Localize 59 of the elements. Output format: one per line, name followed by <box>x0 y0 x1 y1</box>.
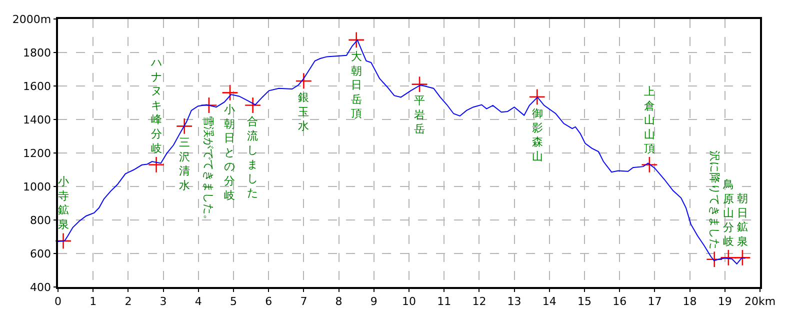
x-tick-label: 11 <box>437 294 452 308</box>
point <box>641 156 658 174</box>
point <box>411 76 428 93</box>
x-tick-label: 17 <box>648 294 662 308</box>
x-tick-label: 10 <box>402 294 416 308</box>
x-tick-label: 13 <box>507 294 522 308</box>
point <box>54 232 72 250</box>
y-tick-label: 600 <box>30 247 52 260</box>
annotation: 鳥原山分岐 <box>722 178 734 248</box>
point <box>734 249 751 266</box>
point <box>720 249 737 266</box>
x-tick-label: 2 <box>124 294 132 308</box>
x-tick-label: 1 <box>90 294 97 308</box>
annotation: 三沢清水 <box>179 136 190 192</box>
point <box>200 96 218 114</box>
annotation: 小朝日との分岐 <box>224 103 235 202</box>
annotation: 御影森山 <box>532 107 543 163</box>
annotation: 沢に降りてきました <box>708 150 722 250</box>
y-tick-label: 1200 <box>23 146 52 160</box>
y-tick-label: 1000 <box>23 180 52 194</box>
annotation: ハナヌキ峰分岐 <box>150 56 162 155</box>
point <box>176 118 193 135</box>
y-tick-label: 1400 <box>23 113 52 126</box>
x-tick-label: 20km <box>744 294 776 308</box>
point <box>148 156 165 174</box>
x-tick-label: 5 <box>230 294 237 308</box>
point <box>295 72 312 90</box>
x-tick-label: 4 <box>194 294 202 308</box>
x-tick-label: 9 <box>370 294 378 308</box>
y-tick-label: 1600 <box>23 80 52 93</box>
x-tick-label: 12 <box>472 294 486 308</box>
point <box>348 32 365 48</box>
point <box>528 88 546 106</box>
x-tick-label: 14 <box>542 294 556 308</box>
annotation: 銀玉水 <box>298 91 309 133</box>
x-tick-label: 6 <box>265 294 272 308</box>
x-tick-label: 16 <box>612 294 627 308</box>
annotation: 朝日鉱泉 <box>737 192 748 248</box>
x-tick-label: 3 <box>160 294 167 308</box>
y-tick-label: 2000m <box>12 12 52 26</box>
y-tick-label: 1800 <box>23 46 52 60</box>
annotation: 大朝日岳頂 <box>351 50 362 120</box>
point <box>244 96 262 114</box>
annotation: 合流しました <box>247 115 258 200</box>
point <box>222 84 238 102</box>
line-series <box>58 40 746 264</box>
x-tick-label: 18 <box>682 294 697 308</box>
x-tick-label: 7 <box>300 294 308 308</box>
y-tick-label: 800 <box>30 214 52 227</box>
annotation: 上倉山山頂 <box>644 85 655 156</box>
x-tick-label: 0 <box>54 294 62 308</box>
point <box>706 251 723 268</box>
x-tick-label: 8 <box>335 294 342 308</box>
y-tick-label: 400 <box>30 280 52 294</box>
x-tick-label: 15 <box>578 294 592 308</box>
annotation: 雪渓がでてきました。 <box>202 115 216 226</box>
annotation: 平岩岳 <box>414 94 425 136</box>
x-tick-label: 19 <box>718 294 732 308</box>
annotation: 小寺鉱泉 <box>58 175 69 231</box>
